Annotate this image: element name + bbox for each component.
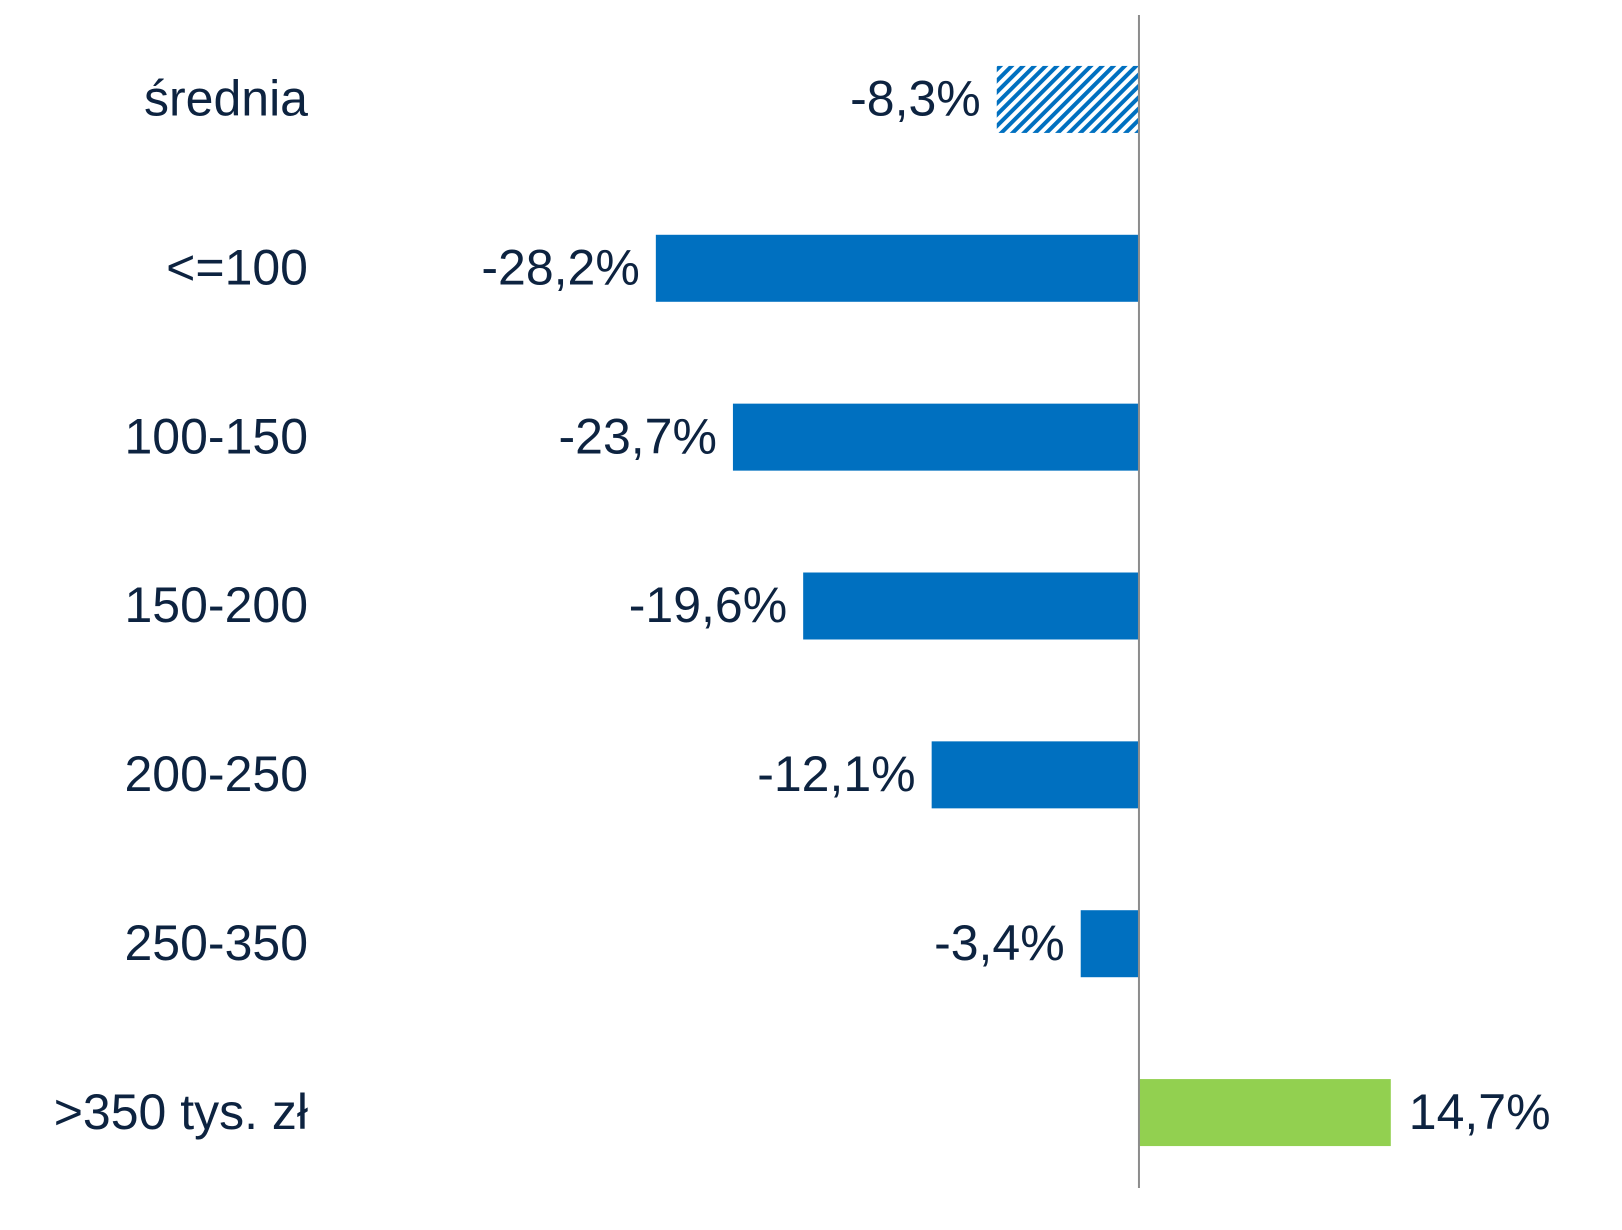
category-label: średnia xyxy=(144,71,308,127)
value-label: -8,3% xyxy=(850,71,981,127)
bar xyxy=(803,572,1139,640)
bar xyxy=(655,234,1139,302)
category-label: 100-150 xyxy=(125,408,309,464)
value-label: -23,7% xyxy=(558,408,716,464)
value-label: -12,1% xyxy=(757,746,915,802)
value-label: -3,4% xyxy=(934,915,1065,971)
category-label: 250-350 xyxy=(125,915,309,971)
category-label: >350 tys. zł xyxy=(54,1084,308,1140)
bar xyxy=(996,65,1139,133)
bar xyxy=(732,403,1139,471)
value-label: -28,2% xyxy=(481,239,639,295)
value-label: -19,6% xyxy=(629,577,787,633)
category-label: 150-200 xyxy=(125,577,309,633)
category-label: 200-250 xyxy=(125,746,309,802)
bar xyxy=(931,741,1139,809)
category-label: <=100 xyxy=(166,239,308,295)
value-label: 14,7% xyxy=(1409,1084,1551,1140)
bar xyxy=(1138,1079,1391,1147)
bar xyxy=(1080,910,1139,978)
